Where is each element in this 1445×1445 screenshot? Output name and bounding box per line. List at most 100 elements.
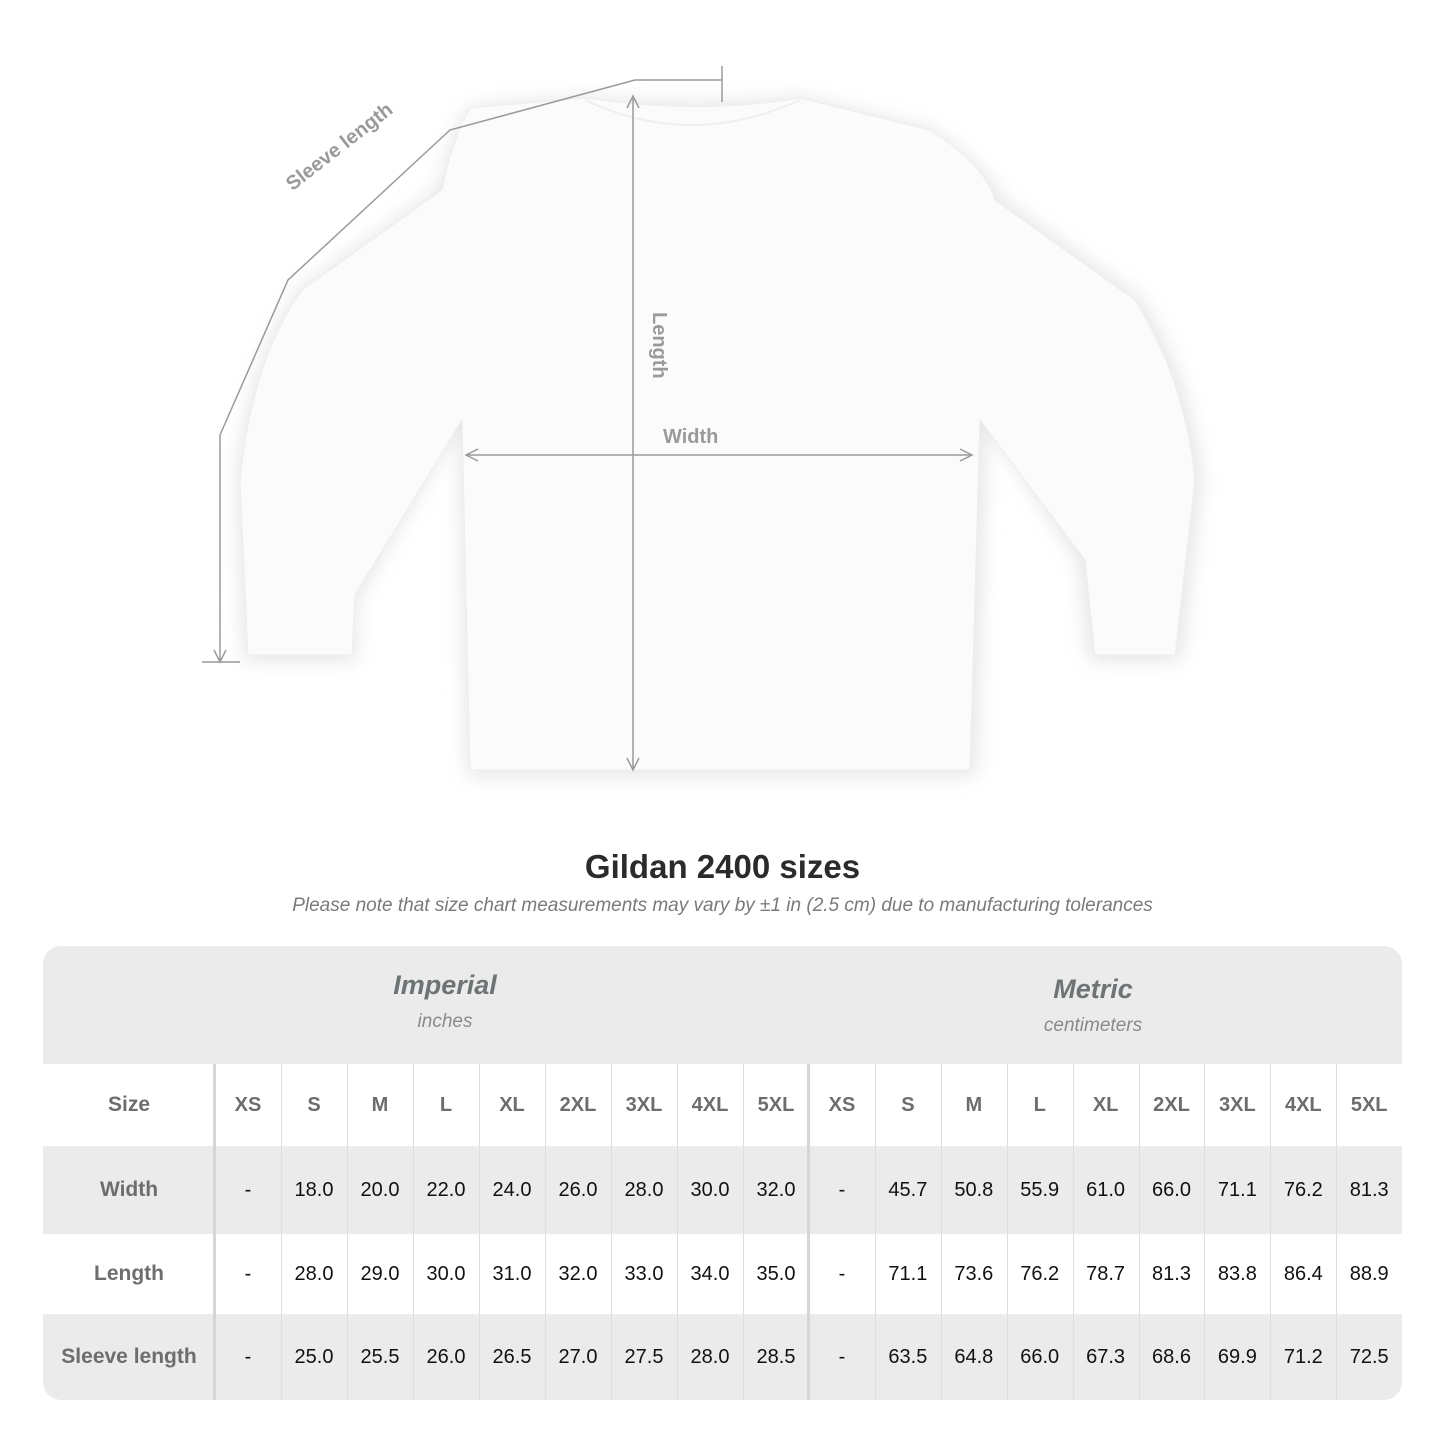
size-header-metric-2XL: 2XL [1153, 1093, 1190, 1116]
measure-lines [202, 66, 974, 772]
column-divider [940, 1064, 942, 1400]
label-divider [213, 1064, 216, 1400]
table-cell: 25.0 [294, 1345, 334, 1368]
table-cell: - [244, 1178, 252, 1201]
column-divider [347, 1064, 348, 1400]
length-arrow-bottom [626, 757, 640, 772]
size-header-imperial-4XL: 4XL [691, 1093, 729, 1116]
size-header-metric-XL: XL [1092, 1093, 1119, 1116]
table-cell: 28.0 [294, 1262, 334, 1285]
column-divider [1270, 1064, 1272, 1400]
table-cell: 22.0 [426, 1178, 466, 1201]
table-cell: 76.2 [1020, 1262, 1060, 1285]
sleeve-arrow [213, 649, 227, 664]
system-divider [807, 1064, 810, 1400]
size-header-metric-M: M [965, 1093, 983, 1116]
width-arrow-left [464, 448, 479, 462]
table-cell: - [838, 1345, 846, 1368]
column-divider [281, 1064, 282, 1400]
width-arrow-right [959, 448, 974, 462]
column-divider [1138, 1064, 1140, 1400]
size-header-imperial-5XL: 5XL [757, 1093, 795, 1116]
table-cell: 71.2 [1283, 1345, 1323, 1368]
row-band-sleeve [43, 1314, 1402, 1400]
size-header-metric-S: S [901, 1093, 915, 1116]
table-cell: 30.0 [426, 1262, 466, 1285]
column-divider [1204, 1064, 1206, 1400]
row-label-sleeve-length: Sleeve length [61, 1345, 197, 1368]
length-arrow-top [626, 94, 640, 109]
column-divider [1072, 1064, 1074, 1400]
size-table: Imperial inches Metric centimeters Size … [43, 946, 1402, 1400]
table-cell: 71.1 [888, 1262, 928, 1285]
width-label: Width [663, 426, 719, 448]
header-band [43, 946, 1402, 1064]
table-cell: 32.0 [756, 1178, 796, 1201]
column-divider [874, 1064, 876, 1400]
tolerance-note: Please note that size chart measurements… [292, 895, 1153, 916]
row-label-width: Width [99, 1178, 159, 1201]
shirt-diagram [202, 66, 1200, 775]
table-cell: 86.4 [1283, 1262, 1323, 1285]
page-title: Gildan 2400 sizes [584, 848, 861, 885]
size-header-imperial-XS: XS [234, 1093, 262, 1116]
table-cell: 83.8 [1217, 1262, 1257, 1285]
table-cell: 35.0 [756, 1262, 796, 1285]
table-cell: 68.6 [1152, 1345, 1191, 1368]
table-cell: - [838, 1262, 846, 1285]
table-cell: 32.0 [558, 1262, 598, 1285]
imperial-title: Imperial [393, 970, 497, 1000]
metric-title: Metric [1053, 974, 1133, 1004]
table-cell: 81.3 [1349, 1178, 1389, 1201]
table-cell: 72.5 [1349, 1345, 1389, 1368]
table-cell: 27.5 [624, 1345, 664, 1368]
table-cell: 28.0 [690, 1345, 730, 1368]
column-divider [677, 1064, 678, 1400]
table-cell: 28.5 [756, 1345, 796, 1368]
column-divider [413, 1064, 414, 1400]
table-cell: 45.7 [888, 1178, 928, 1201]
table-cell: 34.0 [690, 1262, 730, 1285]
table-cell: 61.0 [1086, 1178, 1126, 1201]
table-cell: 71.1 [1217, 1178, 1257, 1201]
metric-header: Metric centimeters [863, 974, 1323, 1037]
table-cell: 81.3 [1152, 1262, 1191, 1285]
column-divider [479, 1064, 480, 1400]
table-cell: 55.9 [1020, 1178, 1060, 1201]
shirt-collar [584, 99, 801, 126]
size-header-imperial-2XL: 2XL [559, 1093, 597, 1116]
size-header-metric-4XL: 4XL [1284, 1093, 1322, 1116]
table-cell: 69.9 [1217, 1345, 1257, 1368]
table-cell: 50.8 [954, 1178, 994, 1201]
table-cell: 30.0 [690, 1178, 730, 1201]
length-label: Length [648, 312, 670, 379]
table-cell: 66.0 [1152, 1178, 1191, 1201]
shirt-body [239, 97, 1196, 771]
table-cell: 20.0 [360, 1178, 400, 1201]
table-cell: 29.0 [360, 1262, 400, 1285]
column-divider [743, 1064, 744, 1400]
table-cell: - [838, 1178, 846, 1201]
table-cell: 26.5 [492, 1345, 532, 1368]
table-cell: 88.9 [1349, 1262, 1389, 1285]
table-cell: 18.0 [294, 1178, 334, 1201]
table-cell: 31.0 [492, 1262, 532, 1285]
imperial-header: Imperial inches [215, 970, 675, 1033]
sleeve-length-line [219, 79, 722, 662]
table-cell: 26.0 [426, 1345, 466, 1368]
imperial-unit: inches [417, 1011, 473, 1032]
table-cell: 76.2 [1283, 1178, 1323, 1201]
table-cell: 66.0 [1020, 1345, 1060, 1368]
metric-unit: centimeters [1043, 1015, 1143, 1036]
size-row-label: Size [107, 1093, 151, 1116]
size-header-metric-XS: XS [828, 1093, 856, 1116]
table-cell: 28.0 [624, 1178, 664, 1201]
column-divider [545, 1064, 546, 1400]
row-band-width [43, 1146, 1402, 1234]
size-header-metric-L: L [1033, 1093, 1046, 1116]
size-header-imperial-L: L [439, 1093, 453, 1116]
table-cell: 78.7 [1086, 1262, 1126, 1285]
table-cell: - [244, 1262, 252, 1285]
size-header-imperial-M: M [371, 1093, 389, 1116]
column-divider [1006, 1064, 1008, 1400]
